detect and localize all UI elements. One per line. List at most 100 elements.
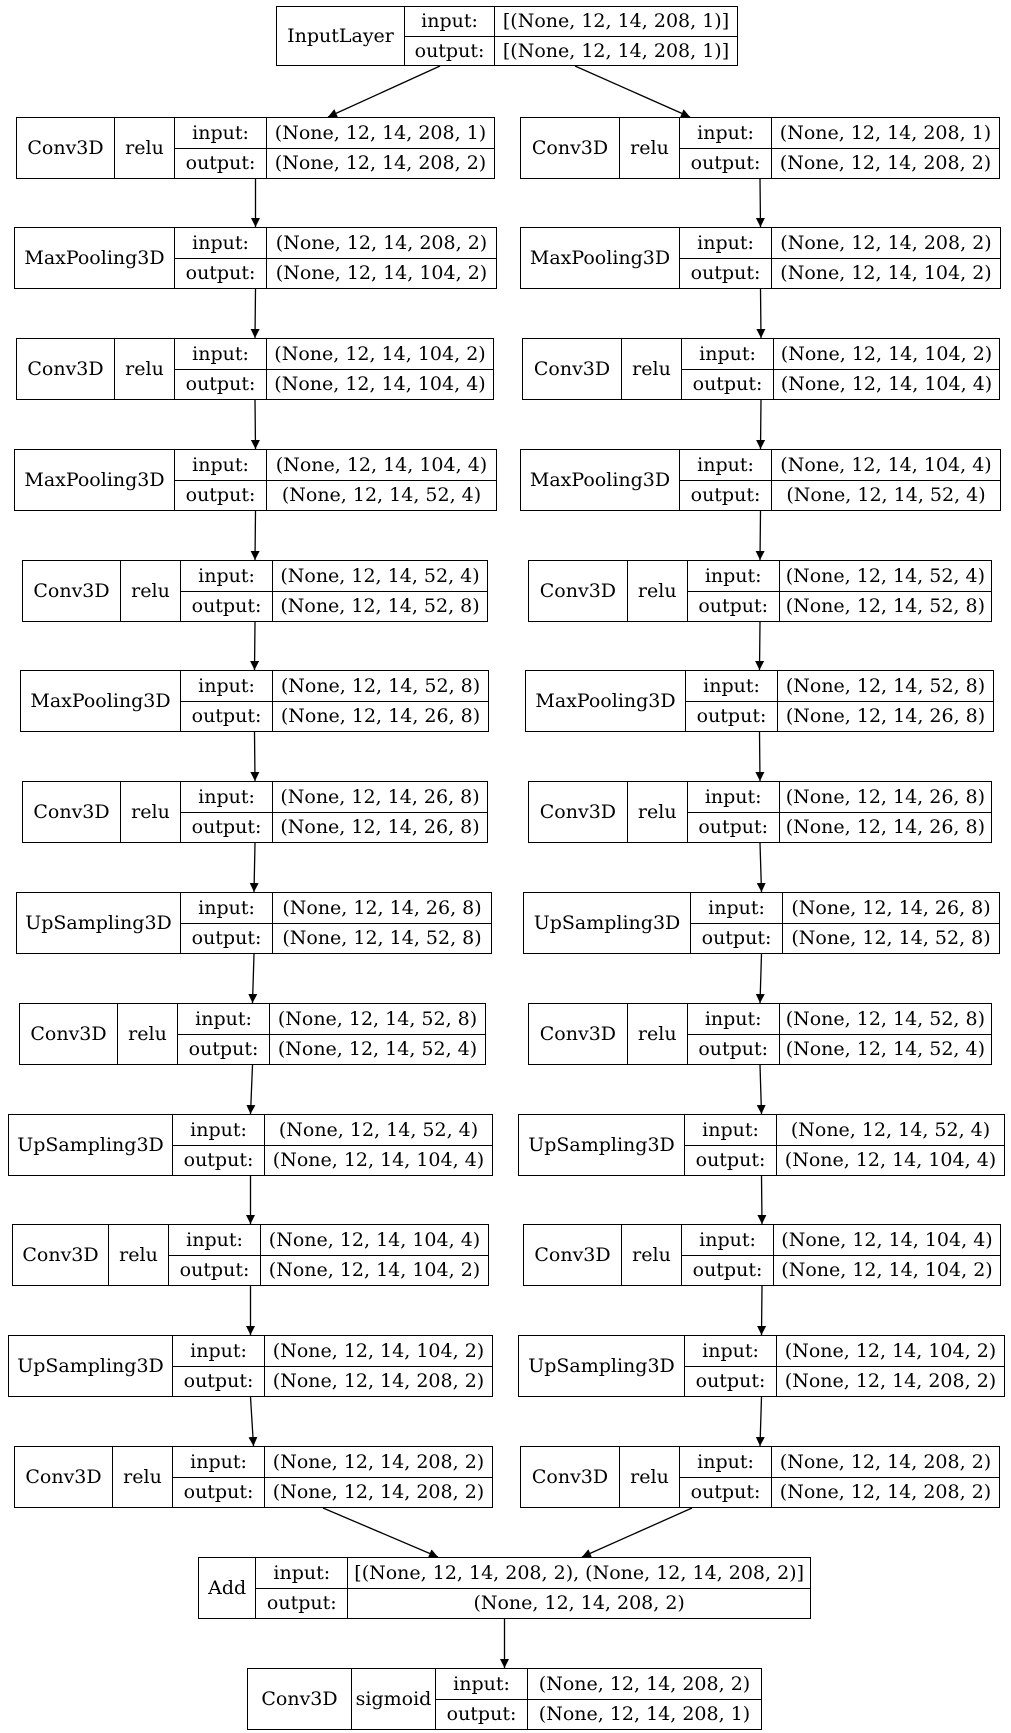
layer-node-r8: Conv3D relu input: (None, 12, 14, 52, 8) out…: [528, 1003, 992, 1065]
output-shape: (None, 12, 14, 52, 4): [785, 1038, 985, 1061]
output-label: output:: [688, 1034, 780, 1064]
layer-type: Conv3D: [523, 339, 622, 399]
layer-node-in: InputLayer input: [(None, 12, 14, 208, 1)]…: [276, 6, 738, 66]
edge-r12-add: [581, 1507, 693, 1558]
output-row: output: (None, 12, 14, 104, 2): [169, 1255, 488, 1285]
input-row: input: (None, 12, 14, 104, 4): [680, 450, 1000, 481]
layer-activation: relu: [113, 1447, 173, 1507]
input-label: input:: [682, 339, 774, 369]
layer-node-l0: Conv3D relu input: (None, 12, 14, 208, 1) ou…: [16, 117, 495, 179]
input-label: input:: [173, 1336, 265, 1366]
layer-node-l7: UpSampling3D input: (None, 12, 14, 26, 8) o…: [16, 892, 492, 954]
output-row: output: (None, 12, 14, 208, 2): [175, 148, 494, 178]
input-label: input:: [175, 339, 267, 369]
layer-type: UpSampling3D: [524, 893, 691, 953]
output-shape: (None, 12, 14, 52, 8): [282, 927, 482, 950]
output-shape: (None, 12, 14, 208, 1): [538, 1703, 751, 1726]
input-shape: (None, 12, 14, 52, 4): [790, 1118, 991, 1141]
layer-activation: relu: [628, 1004, 688, 1064]
edge-l12-add: [322, 1507, 439, 1558]
input-label: input:: [682, 1225, 774, 1255]
output-row: output: (None, 12, 14, 52, 8): [181, 923, 491, 953]
io-table: input: (None, 12, 14, 104, 2) output: (None…: [175, 339, 493, 399]
io-table: input: (None, 12, 14, 52, 8) output: (None,…: [181, 671, 488, 731]
output-shape: (None, 12, 14, 208, 2): [779, 152, 992, 175]
output-label: output:: [680, 258, 772, 288]
output-row: output: (None, 12, 14, 208, 2): [680, 1477, 999, 1507]
output-row: output: (None, 12, 14, 104, 4): [175, 369, 493, 399]
io-table: input: (None, 12, 14, 52, 4) output: (None,…: [685, 1115, 1004, 1175]
layer-type: Add: [199, 1558, 257, 1618]
layer-node-out: Conv3D sigmoid input: (None, 12, 14, 208, 2…: [247, 1668, 762, 1730]
input-label: input:: [256, 1558, 349, 1588]
edge-r2-r3: [756, 399, 766, 450]
output-row: output: (None, 12, 14, 208, 2): [173, 1366, 492, 1396]
layer-activation: relu: [628, 782, 688, 842]
input-shape: (None, 12, 14, 52, 8): [280, 674, 481, 697]
edge-l3-l4: [250, 510, 260, 561]
output-label: output:: [173, 1366, 265, 1396]
edge-r6-r7: [756, 842, 766, 893]
input-shape: (None, 12, 14, 52, 8): [785, 1007, 985, 1030]
layer-type: Conv3D: [13, 1225, 109, 1285]
input-row: input: (None, 12, 14, 208, 2): [680, 228, 1000, 259]
layer-type: Conv3D: [529, 561, 628, 621]
input-row: input: (None, 12, 14, 208, 2): [173, 1447, 492, 1478]
layer-node-r7: UpSampling3D input: (None, 12, 14, 26, 8) o…: [523, 892, 1000, 954]
layer-activation: relu: [121, 561, 181, 621]
edge-r8-r9: [756, 1064, 766, 1115]
output-label: output:: [682, 1255, 774, 1285]
edge-l11-l12: [248, 1396, 258, 1447]
input-shape: (None, 12, 14, 208, 1): [779, 121, 992, 144]
edge-r7-r8: [755, 953, 765, 1004]
input-label: input:: [173, 1447, 265, 1477]
input-shape: (None, 12, 14, 104, 4): [275, 453, 488, 476]
input-row: input: (None, 12, 14, 208, 2): [175, 228, 496, 259]
output-label: output:: [691, 923, 783, 953]
layer-activation: relu: [628, 561, 688, 621]
input-row: input: (None, 12, 14, 52, 8): [686, 671, 993, 702]
layer-type: Conv3D: [521, 118, 620, 178]
io-table: input: (None, 12, 14, 26, 8) output: (None,…: [181, 893, 491, 953]
input-row: input: (None, 12, 14, 104, 2): [685, 1336, 1004, 1367]
input-shape: (None, 12, 14, 104, 2): [784, 1339, 997, 1362]
input-row: input: (None, 12, 14, 26, 8): [691, 893, 999, 924]
input-shape: (None, 12, 14, 208, 2): [779, 1450, 992, 1473]
input-label: input:: [688, 561, 780, 591]
input-label: input:: [175, 228, 267, 258]
output-shape: (None, 12, 14, 26, 8): [280, 816, 480, 839]
input-shape: (None, 12, 14, 52, 8): [277, 1007, 478, 1030]
output-label: output:: [181, 591, 273, 621]
input-shape: (None, 12, 14, 104, 2): [780, 342, 993, 365]
edge-r11-r12: [755, 1396, 765, 1447]
output-shape: (None, 12, 14, 208, 2): [784, 1370, 997, 1393]
input-shape: (None, 12, 14, 104, 2): [274, 342, 486, 365]
layer-node-l1: MaxPooling3D input: (None, 12, 14, 208, 2)…: [14, 227, 497, 289]
output-label: output:: [688, 812, 780, 842]
layer-type: MaxPooling3D: [15, 450, 175, 510]
output-label: output:: [680, 1477, 772, 1507]
layer-activation: relu: [115, 118, 175, 178]
output-shape: (None, 12, 14, 208, 2): [272, 1370, 485, 1393]
output-row: output: (None, 12, 14, 26, 8): [688, 812, 991, 842]
layer-type: MaxPooling3D: [521, 228, 680, 288]
input-row: input: (None, 12, 14, 52, 8): [178, 1004, 485, 1035]
layer-type: InputLayer: [277, 7, 405, 65]
io-table: input: [(None, 12, 14, 208, 1)] output: [(N…: [405, 7, 737, 65]
layer-type: Conv3D: [20, 1004, 118, 1064]
input-row: input: (None, 12, 14, 104, 2): [175, 339, 493, 370]
edge-in-r0: [574, 65, 691, 118]
output-shape: (None, 12, 14, 208, 2): [473, 1592, 685, 1615]
output-row: output: (None, 12, 14, 26, 8): [686, 701, 993, 731]
output-row: output: (None, 12, 14, 26, 8): [181, 701, 488, 731]
output-label: output:: [436, 1699, 528, 1729]
output-label: output:: [181, 923, 273, 953]
io-table: input: (None, 12, 14, 208, 2) output: (None…: [680, 1447, 999, 1507]
output-row: output: (None, 12, 14, 104, 4): [685, 1145, 1004, 1175]
input-row: input: (None, 12, 14, 104, 4): [175, 450, 496, 481]
input-shape: (None, 12, 14, 208, 2): [275, 231, 488, 254]
io-table: input: (None, 12, 14, 52, 4) output: (None,…: [181, 561, 487, 621]
output-row: output: (None, 12, 14, 26, 8): [181, 812, 487, 842]
input-shape: (None, 12, 14, 52, 4): [280, 564, 480, 587]
edge-l8-l9: [246, 1064, 256, 1115]
